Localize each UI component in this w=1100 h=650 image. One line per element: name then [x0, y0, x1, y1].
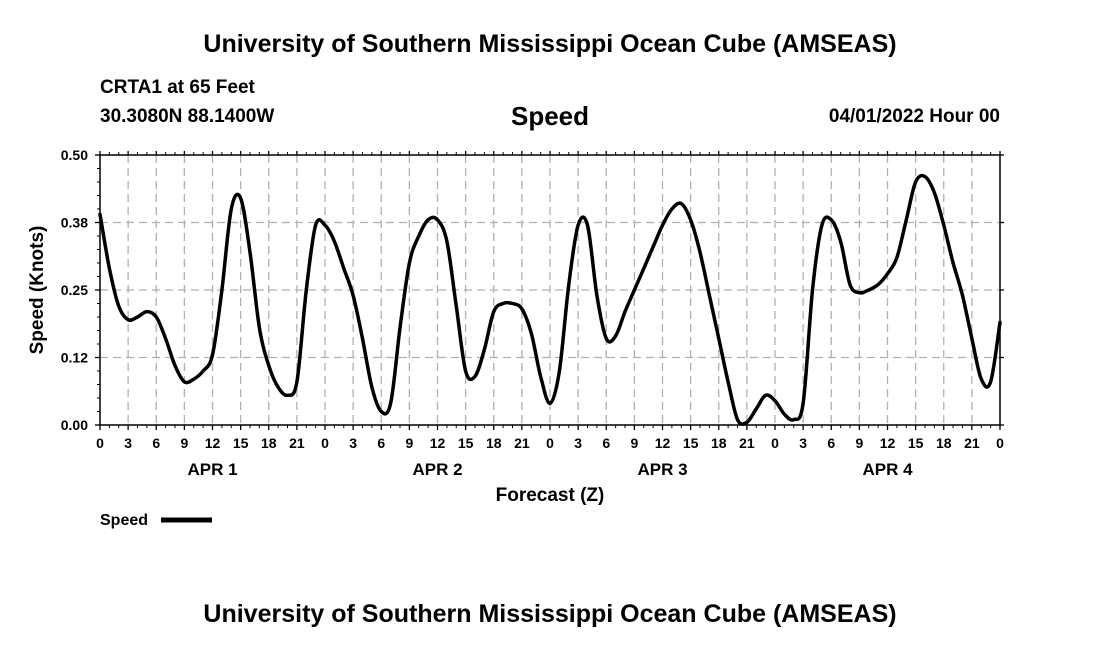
- chart-title: Speed: [510, 101, 590, 131]
- legend-label: Speed: [100, 512, 148, 529]
- bottom-title: University of Southern Mississippi Ocean…: [203, 600, 897, 628]
- y-tick-label: 0.38: [61, 215, 88, 231]
- y-tick-label: 0.12: [61, 350, 88, 366]
- x-tick-label: 18: [486, 435, 502, 451]
- y-tick-label: 0.25: [61, 282, 88, 298]
- x-tick-label: 3: [349, 435, 357, 451]
- x-tick-label: 0: [96, 435, 104, 451]
- x-tick-label: 18: [261, 435, 277, 451]
- speed-series-line: [98, 173, 1002, 426]
- x-day-label: APR 3: [637, 460, 687, 479]
- top-title: University of Southern Mississippi Ocean…: [203, 30, 897, 58]
- x-tick-label: 12: [205, 435, 221, 451]
- x-tick-label: 21: [739, 435, 755, 451]
- x-tick-label: 21: [964, 435, 980, 451]
- x-tick-label: 0: [546, 435, 554, 451]
- y-tick-label: 0.50: [61, 147, 88, 163]
- x-tick-label: 6: [377, 435, 385, 451]
- x-tick-label: 0: [771, 435, 779, 451]
- x-tick-label: 15: [683, 435, 699, 451]
- x-tick-label: 0: [996, 435, 1004, 451]
- x-tick-label: 6: [152, 435, 160, 451]
- station-coordinates: 30.3080N 88.1400W: [100, 106, 275, 127]
- x-tick-label: 3: [124, 435, 132, 451]
- legend: Speed: [100, 512, 212, 529]
- x-day-label: APR 1: [187, 460, 237, 479]
- x-tick-label: 21: [514, 435, 530, 451]
- forecast-datetime: 04/01/2022 Hour 00: [828, 106, 1000, 127]
- x-tick-label: 3: [799, 435, 807, 451]
- x-day-label: APR 4: [862, 460, 913, 479]
- x-tick-label: 15: [458, 435, 474, 451]
- plot-frame: [99, 154, 1001, 426]
- x-tick-label: 0: [321, 435, 329, 451]
- x-tick-label: 9: [855, 435, 863, 451]
- x-axis-title: Forecast (Z): [496, 485, 605, 506]
- x-tick-label: 9: [180, 435, 188, 451]
- tick-labels: 0 3 6 9 12 15 18 21 0 3 6 9 12 15 18 21 0 3 6 9 12 15 18 21 0 3 6 9…: [61, 147, 1004, 479]
- x-tick-label: 18: [711, 435, 727, 451]
- x-tick-label: 21: [289, 435, 305, 451]
- x-tick-label: 12: [880, 435, 896, 451]
- x-tick-label: 12: [655, 435, 671, 451]
- x-tick-label: 3: [574, 435, 582, 451]
- x-tick-label: 6: [827, 435, 835, 451]
- x-tick-label: 9: [405, 435, 413, 451]
- y-tick-label: 0.00: [61, 417, 88, 433]
- x-tick-label: 15: [908, 435, 924, 451]
- x-tick-label: 18: [936, 435, 952, 451]
- x-tick-label: 12: [430, 435, 446, 451]
- x-tick-label: 9: [630, 435, 638, 451]
- y-axis-title: Speed (Knots): [27, 226, 48, 355]
- x-tick-label: 15: [233, 435, 249, 451]
- x-tick-label: 6: [602, 435, 610, 451]
- x-day-label: APR 2: [412, 460, 462, 479]
- station-name: CRTA1 at 65 Feet: [100, 77, 255, 98]
